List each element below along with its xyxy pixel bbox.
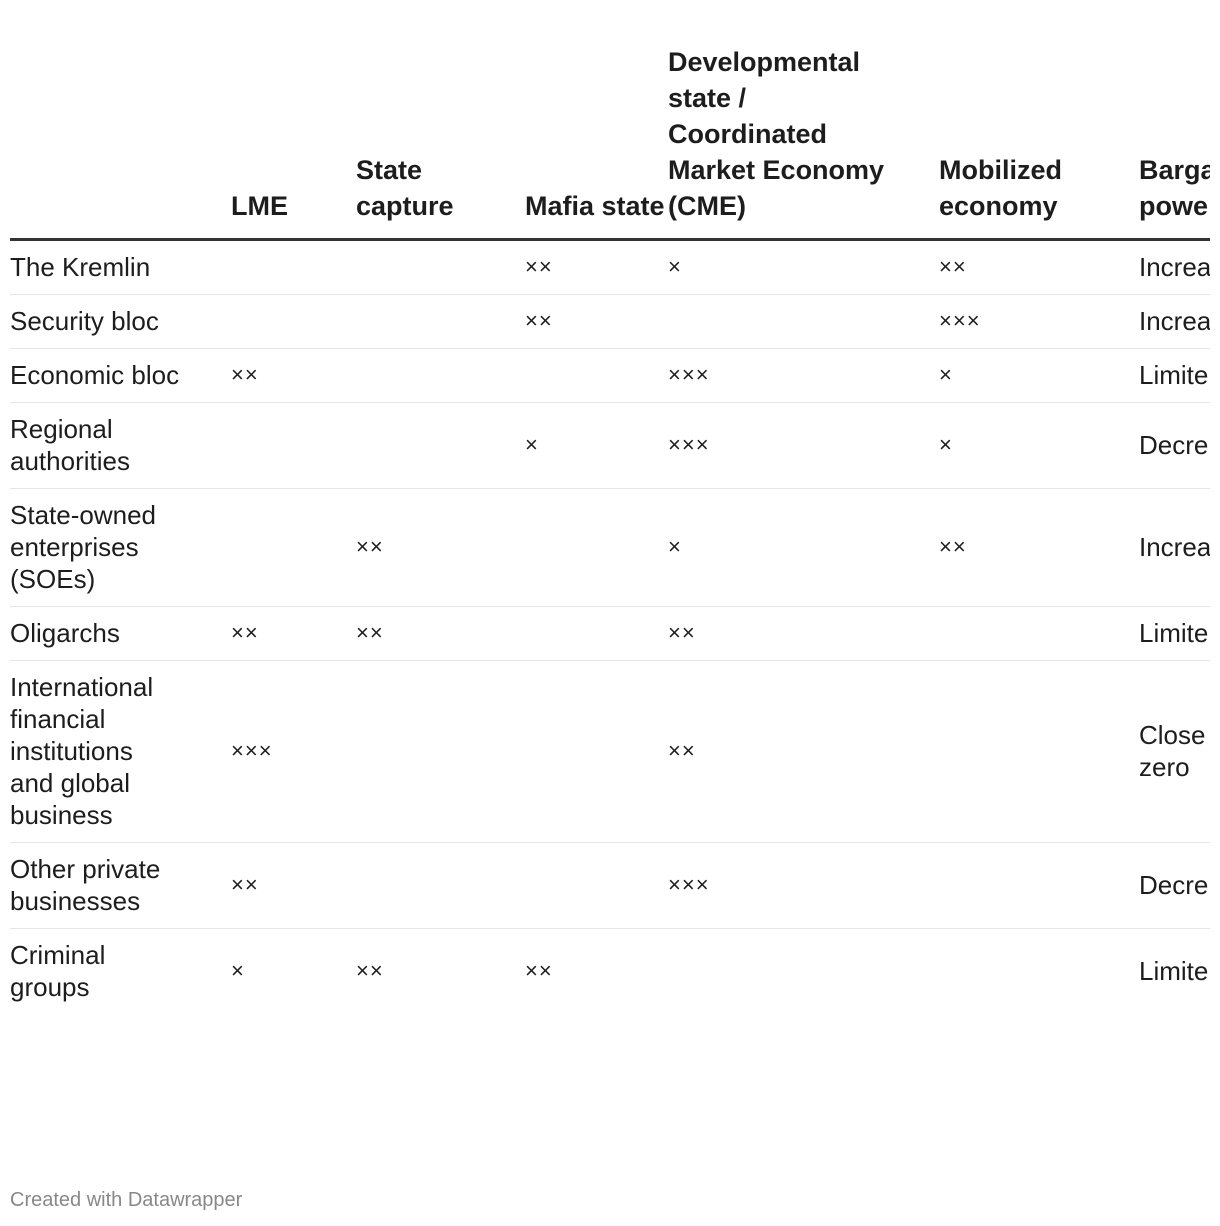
table-cell: ×× — [525, 958, 553, 983]
table-cell: × — [231, 958, 245, 983]
table-cell: ××× — [231, 660, 356, 843]
table-cell — [939, 929, 1139, 1015]
table-cell: ×× — [356, 606, 525, 661]
table-cell — [231, 402, 356, 489]
table-cell — [356, 660, 525, 843]
table-cell: Increa — [1139, 239, 1210, 295]
table-cell — [525, 660, 668, 843]
table-cell — [525, 842, 668, 929]
table-row: Economic bloc ×× ××× × Limite — [10, 348, 1210, 403]
table-cell: ××× — [668, 348, 939, 403]
table-cell: ××× — [668, 842, 939, 929]
table-cell — [939, 606, 1139, 661]
table-cell: × — [668, 488, 939, 607]
header-row: LME State capture Mafia state Developmental… — [10, 44, 1210, 241]
table-cell: ×× — [356, 958, 384, 983]
table-cell: ×× — [356, 488, 525, 607]
row-label: The Kremlin — [10, 239, 231, 295]
table-cell: ×× — [939, 488, 1139, 607]
table-row: Regional authorities × ××× × Decre — [10, 402, 1210, 489]
table-cell — [525, 488, 668, 607]
row-label: State-owned enterprises (SOEs) — [10, 488, 231, 607]
table-cell: ×× — [939, 239, 1139, 295]
table-cell — [668, 929, 939, 1015]
table-cell — [525, 348, 668, 403]
column-header: Developmental state / Coordinated Market… — [668, 44, 939, 241]
column-header — [10, 44, 231, 241]
table-cell — [231, 488, 356, 607]
column-header: State capture — [356, 44, 525, 241]
table-cell — [939, 842, 1139, 929]
table-cell: Limite — [1139, 956, 1209, 986]
table-row: Oligarchs ×× ×× ×× Limite — [10, 606, 1210, 661]
table-cell — [668, 294, 939, 349]
table-cell: Increa — [1139, 488, 1210, 607]
data-table: LME State capture Mafia state Developmental… — [10, 44, 1210, 1014]
table-cell — [939, 660, 1139, 843]
column-header: Mobilized economy — [939, 44, 1139, 241]
column-header: Barga powe — [1139, 44, 1210, 241]
column-header: Mafia state — [525, 44, 668, 241]
table-cell: ×× — [231, 842, 356, 929]
table-cell: Close zero — [1139, 660, 1210, 843]
table-cell: ×× — [668, 606, 939, 661]
table-cell: ×× — [525, 239, 668, 295]
table-cell — [525, 606, 668, 661]
table-cell — [356, 348, 525, 403]
table-row: Criminal groups × ×× ×× Limite — [10, 929, 1210, 1015]
row-label: International financial institutions and… — [10, 660, 231, 843]
table-row: State-owned enterprises (SOEs) ×× × ×× Incre… — [10, 488, 1210, 607]
table-row: International financial institutions and… — [10, 660, 1210, 843]
row-label: Security bloc — [10, 294, 231, 349]
footer-credit: Created with Datawrapper — [10, 1189, 243, 1211]
table-cell: × — [939, 348, 1139, 403]
table-cell: Increa — [1139, 294, 1210, 349]
row-label: Regional authorities — [10, 402, 231, 489]
table-cell — [231, 239, 356, 295]
table-cell — [356, 239, 525, 295]
table-cell: × — [525, 402, 668, 489]
table-cell — [356, 294, 525, 349]
row-label: Criminal groups — [10, 940, 106, 1002]
table-cell: Decre — [1139, 842, 1210, 929]
column-header: LME — [231, 44, 356, 241]
table-cell: Limite — [1139, 606, 1210, 661]
table-row: Other private businesses ×× ××× Decre — [10, 842, 1210, 929]
table-row: Security bloc ×× ××× Increa — [10, 294, 1210, 349]
table-cell: ××× — [668, 402, 939, 489]
table-cell: ×× — [525, 294, 668, 349]
row-label: Other private businesses — [10, 842, 231, 929]
table-cell: × — [668, 239, 939, 295]
table-cell: × — [939, 402, 1139, 489]
row-label: Economic bloc — [10, 348, 231, 403]
table-cell: ×× — [231, 606, 356, 661]
table-cell — [356, 842, 525, 929]
table-cell — [356, 402, 525, 489]
table-cell: ××× — [939, 294, 1139, 349]
table-cell: Limite — [1139, 348, 1210, 403]
table-cell: ×× — [231, 348, 356, 403]
table-cell — [231, 294, 356, 349]
table-row: The Kremlin ×× × ×× Increa — [10, 239, 1210, 295]
table-cell: ×× — [668, 660, 939, 843]
row-label: Oligarchs — [10, 606, 231, 661]
table-cell: Decre — [1139, 402, 1210, 489]
